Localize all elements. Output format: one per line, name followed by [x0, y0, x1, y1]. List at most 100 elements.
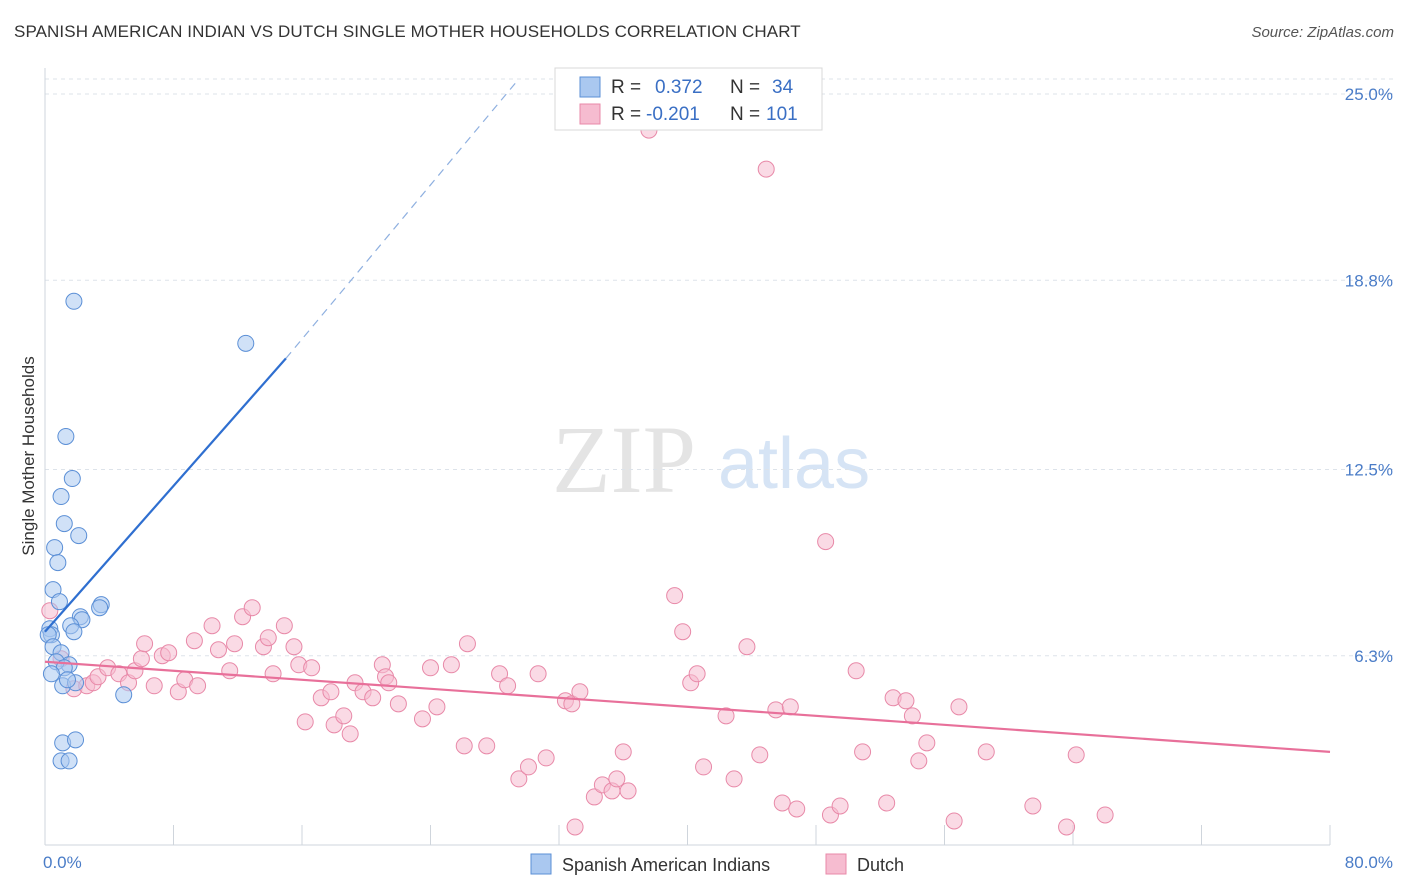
- dutch-point-19: [203, 617, 221, 635]
- dutch-point-64: [608, 770, 626, 788]
- y-tick-labels: 6.3% 12.5% 18.8% 25.0%: [1345, 85, 1393, 666]
- dutch-point-20: [209, 641, 227, 659]
- dutch-point-47: [428, 698, 446, 716]
- watermark-atlas: atlas: [718, 424, 870, 504]
- dutch-point-27: [264, 665, 282, 683]
- dutch-point-73: [717, 707, 735, 725]
- dutch-point-72: [695, 758, 713, 776]
- dutch-point-60: [571, 683, 589, 701]
- dutch-point-55: [519, 758, 537, 776]
- chart-source: Source: ZipAtlas.com: [1251, 24, 1394, 41]
- dutch-point-21: [221, 662, 239, 680]
- dutch-point-96: [1058, 818, 1076, 836]
- dutch-point-80: [781, 698, 799, 716]
- dutch-point-44: [389, 695, 407, 713]
- dutch-point-48: [442, 656, 460, 674]
- dutch-point-74: [725, 770, 743, 788]
- dutch-point-99: [1096, 806, 1114, 824]
- dutch-point-34: [322, 683, 340, 701]
- dutch-point-51: [478, 737, 496, 755]
- dutch-point-66: [619, 782, 637, 800]
- dutch-point-69: [674, 623, 692, 641]
- dutch-point-45: [413, 710, 431, 728]
- dutch-point-40: [364, 689, 382, 707]
- spanish-american-indian-point-0: [65, 292, 83, 310]
- spanish-american-indian-point-33: [60, 752, 78, 770]
- spanish-american-indian-point-2: [57, 427, 75, 445]
- series-legend: Spanish American Indians Dutch: [530, 853, 904, 875]
- spanish-american-indian-point-29: [115, 686, 133, 704]
- dutch-point-61: [585, 788, 603, 806]
- spanish-american-indian-point-4: [52, 488, 70, 506]
- dutch-point-87: [878, 794, 896, 812]
- trend-lines: [44, 78, 1331, 753]
- dutch-point-91: [910, 752, 928, 770]
- dutch-point-82: [817, 533, 835, 551]
- dutch-point-29: [285, 638, 303, 656]
- x-tick-labels: 0.0% 80.0%: [43, 853, 1393, 872]
- legend-n-label-blue: N =: [730, 77, 760, 98]
- dutch-point-95: [977, 743, 995, 761]
- dutch-point-76: [751, 746, 769, 764]
- dutch-point-28: [275, 617, 293, 635]
- dutch-point-81: [788, 800, 806, 818]
- dutch-point-53: [499, 677, 517, 695]
- spanish-american-indian-point-6: [70, 527, 88, 545]
- legend-r-value-blue: 0.372: [655, 77, 703, 98]
- spanish-american-indian-point-1: [237, 334, 255, 352]
- dutch-point-52: [491, 665, 509, 683]
- dutch-point-36: [335, 707, 353, 725]
- dutch-point-24: [243, 599, 261, 617]
- spanish-american-indian-point-10: [50, 593, 68, 611]
- dutch-points: [41, 121, 1114, 836]
- x-tick-label-max: 80.0%: [1345, 853, 1393, 872]
- dutch-point-54: [510, 770, 528, 788]
- spanish-american-indian-point-16: [65, 623, 83, 641]
- dutch-point-89: [897, 692, 915, 710]
- dutch-trendline: [44, 660, 1331, 753]
- series-legend-swatch-pink: [825, 853, 847, 875]
- dutch-point-98: [1024, 797, 1042, 815]
- dutch-point-90: [903, 707, 921, 725]
- spanish-american-indian-point-8: [49, 554, 67, 572]
- dutch-point-14: [160, 644, 178, 662]
- spanish-american-indian-points: [39, 292, 255, 770]
- dutch-point-100: [566, 818, 584, 836]
- dutch-point-11: [136, 635, 154, 653]
- dutch-point-78: [767, 701, 785, 719]
- dutch-point-12: [145, 677, 163, 695]
- dutch-point-31: [296, 713, 314, 731]
- spanish-american-indian-point-31: [67, 731, 85, 749]
- dutch-point-37: [341, 725, 359, 743]
- spanish-american-indian-trendline: [44, 357, 287, 633]
- legend-r-label-blue: R =: [611, 77, 641, 98]
- watermark-zip: ZIP: [552, 406, 696, 513]
- dutch-point-46: [422, 659, 439, 677]
- chart-title: SPANISH AMERICAN INDIAN VS DUTCH SINGLE …: [14, 22, 801, 41]
- dutch-point-17: [185, 632, 203, 650]
- dutch-point-97: [1067, 746, 1085, 764]
- legend-swatch-blue: [579, 76, 601, 98]
- dutch-point-86: [854, 743, 872, 761]
- dutch-point-26: [259, 629, 277, 647]
- dutch-point-57: [537, 749, 555, 767]
- dutch-point-56: [529, 665, 547, 683]
- dutch-point-93: [945, 812, 963, 830]
- legend-swatch-pink: [579, 103, 601, 125]
- dutch-point-43: [380, 674, 398, 692]
- watermark: ZIP atlas: [552, 406, 870, 513]
- spanish-american-indian-point-5: [55, 515, 73, 533]
- y-tick-label-6-3: 6.3%: [1354, 647, 1393, 666]
- legend-n-value-pink: 101: [766, 104, 798, 125]
- y-tick-label-18-8: 18.8%: [1345, 271, 1393, 290]
- dutch-point-32: [303, 659, 321, 677]
- legend-r-label-pink: R =: [611, 104, 641, 125]
- series-legend-swatch-blue: [530, 853, 552, 875]
- stats-legend: R = 0.372 N = 34 R = -0.201 N = 101: [554, 67, 823, 131]
- dutch-point-92: [918, 734, 936, 752]
- dutch-point-22: [226, 635, 244, 653]
- dutch-point-18: [189, 677, 207, 695]
- dutch-point-68: [666, 587, 684, 605]
- dutch-point-71: [688, 665, 706, 683]
